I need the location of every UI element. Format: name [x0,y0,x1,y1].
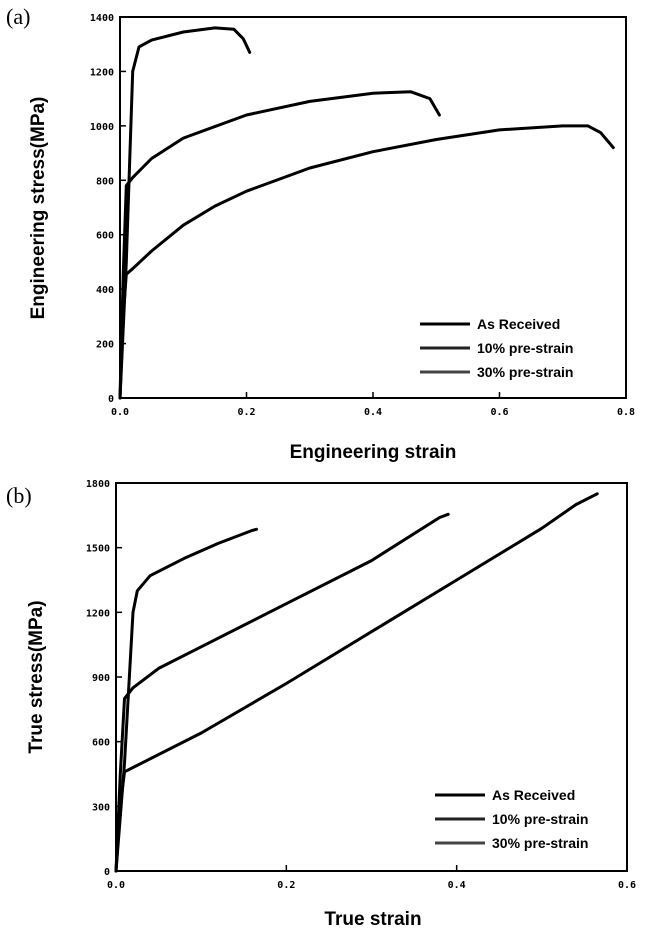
panel-b-y-tick-label: 0 [104,867,110,878]
panel-b-y-tick-label: 600 [92,738,110,749]
panel-a-x-tick-label: 0.6 [490,407,508,418]
panel-a-x-tick-label: 0.2 [237,407,255,418]
panel-a-series-line-2 [118,90,441,400]
panel-b-legend-label-2: 10% pre-strain [492,811,588,827]
panel-a-x-tick-label: 0.4 [364,407,382,418]
panel-a-y-tick-label: 600 [96,231,114,242]
panel-a-x-axis-title: Engineering strain [290,442,457,463]
panel-a-legend-label-2: 10% pre-strain [477,340,573,356]
panel-a-series-line-1 [118,124,615,400]
panel-b-plot-area: 0.0 0.2 0.4 0.6 0 300 600 900 1200 1500 1800 As Rec… [86,479,636,891]
panel-a-chart: (a) 0.0 0.2 0.4 0.6 0.8 0 200 400 600 800 1000 1200… [6,4,635,463]
panel-a-x-tick-label: 0.8 [617,407,635,418]
panel-b-y-tick-label: 300 [92,802,110,813]
panel-a-plot-area: 0.0 0.2 0.4 0.6 0.8 0 200 400 600 800 1000 1200 1400… [90,13,635,418]
panel-a-y-tick-label: 0 [108,394,114,405]
panel-b-label: (b) [6,483,32,508]
panel-b-series-line-2 [114,512,450,873]
panel-a-y-tick-label: 400 [96,285,114,296]
panel-a-series-line-3 [118,26,252,400]
panel-a-y-tick-label: 800 [96,176,114,187]
panel-b-legend-label-3: 30% pre-strain [492,835,588,851]
panel-b-chart: (b) 0.0 0.2 0.4 0.6 0 300 600 900 1200 1500 1800 As… [6,479,636,930]
panel-a-y-axis-title: Engineering stress(MPa) [28,97,49,320]
panel-a-legend-label-1: As Received [477,316,560,332]
panel-a-x-tick-label: 0.0 [111,407,129,418]
panel-a-y-tick-label: 1000 [90,122,114,133]
panel-b-legend-label-1: As Received [492,787,575,803]
panel-b-series-line-3 [114,527,258,873]
panel-b-y-axis-title: True stress(MPa) [26,600,47,753]
panel-b-x-tick-label: 0.4 [448,880,466,891]
panel-b-y-tick-label: 1500 [86,544,110,555]
panel-b-y-tick-label: 1800 [86,479,110,490]
panel-b-x-tick-label: 0.6 [618,880,636,891]
panel-b-y-tick-label: 900 [92,673,110,684]
panel-b-x-axis-title: True strain [324,909,421,930]
panel-b-x-tick-label: 0.2 [277,880,295,891]
panel-a-y-tick-label: 1200 [90,67,114,78]
panel-a-y-tick-label: 1400 [90,13,114,24]
panel-a-y-tick-label: 200 [96,340,114,351]
panel-a-label: (a) [6,4,30,29]
panel-a-legend-label-3: 30% pre-strain [477,364,573,380]
panel-b-x-tick-label: 0.0 [107,880,125,891]
panel-b-y-tick-label: 1200 [86,608,110,619]
